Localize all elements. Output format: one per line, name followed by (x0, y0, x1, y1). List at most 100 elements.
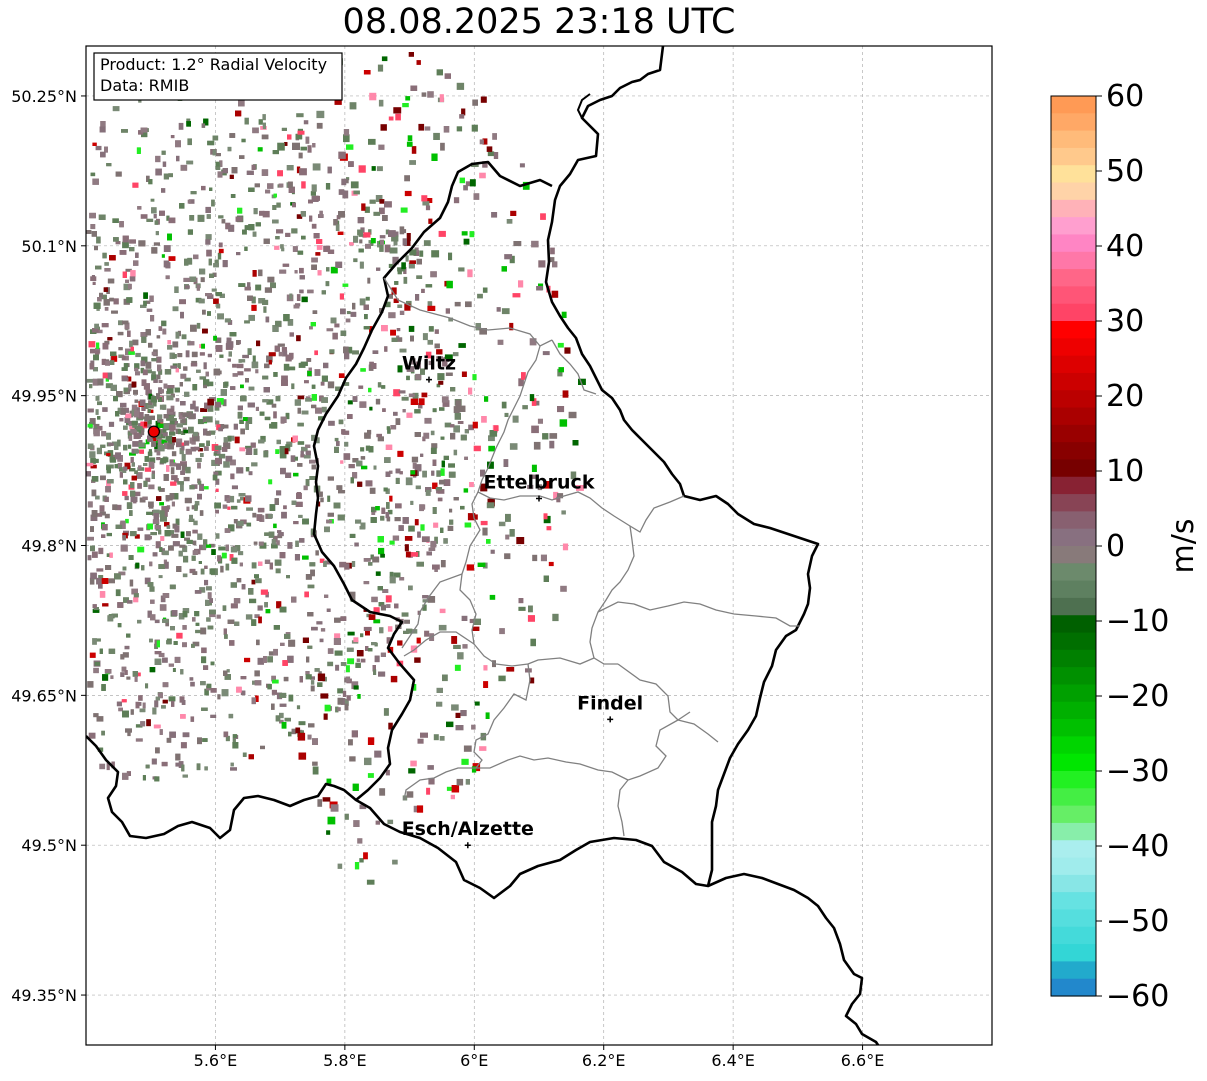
echo-pixel (106, 532, 112, 537)
country-border (707, 872, 880, 1045)
echo-pixel (264, 559, 271, 564)
echo-pixel (117, 407, 123, 414)
echo-pixel (188, 426, 194, 434)
echo-pixel (197, 462, 201, 469)
echo-pixel (168, 173, 173, 178)
echo-pixel (280, 642, 285, 646)
echo-pixel (159, 510, 165, 518)
echo-pixel (363, 304, 369, 310)
echo-pixel (148, 461, 155, 468)
echo-pixel (146, 405, 154, 409)
echo-pixel (342, 382, 350, 386)
y-tick-label: 50.25°N (11, 87, 77, 106)
echo-pixel (150, 315, 155, 322)
y-tick-label: 50.1°N (21, 237, 77, 256)
echo-pixel (402, 103, 409, 108)
echo-pixel (229, 133, 236, 138)
echo-pixel (305, 398, 312, 402)
echo-pixel (91, 476, 99, 482)
echo-pixel (214, 502, 221, 509)
x-tick-label: 5.8°E (323, 1051, 367, 1070)
echo-pixel (346, 177, 350, 181)
echo-pixel (319, 210, 323, 218)
echo-pixel (365, 445, 371, 451)
echo-pixel (373, 619, 381, 624)
echo-pixel (253, 208, 258, 215)
echo-pixel (239, 419, 244, 424)
echo-pixel (126, 771, 131, 776)
echo-pixel (303, 455, 311, 459)
echo-pixel (378, 144, 385, 150)
echo-pixel (107, 479, 114, 484)
echo-pixel (549, 257, 555, 263)
echo-pixel (271, 675, 276, 682)
echo-pixel (129, 276, 136, 282)
echo-pixel (343, 453, 351, 460)
echo-pixel (393, 239, 398, 246)
echo-pixel (159, 502, 164, 506)
echo-pixel (169, 584, 176, 590)
echo-pixel (149, 667, 156, 673)
echo-pixel (257, 657, 264, 665)
echo-pixel (142, 702, 146, 709)
echo-pixel (439, 736, 445, 741)
echo-pixel (483, 681, 489, 688)
echo-pixel (201, 707, 208, 711)
echo-pixel (188, 411, 192, 417)
echo-pixel (206, 586, 212, 591)
echo-pixel (121, 367, 128, 371)
echo-pixel (486, 539, 491, 544)
colorbar-swatch (1051, 234, 1096, 253)
colorbar-swatch (1051, 494, 1096, 512)
echo-pixel (471, 124, 478, 132)
colorbar-swatch (1051, 857, 1096, 876)
echo-pixel (427, 305, 436, 311)
echo-pixel (139, 708, 146, 713)
echo-pixel (453, 425, 460, 433)
echo-pixel (203, 446, 209, 451)
colorbar-swatch (1051, 667, 1096, 686)
echo-pixel (221, 447, 228, 452)
echo-pixel (493, 425, 499, 431)
echo-pixel (123, 466, 128, 471)
echo-pixel (531, 464, 537, 472)
echo-pixel (276, 229, 284, 234)
echo-pixel (175, 331, 180, 339)
echo-pixel (221, 552, 227, 559)
echo-pixel (449, 508, 453, 513)
echo-pixel (182, 412, 189, 417)
echo-pixel (111, 441, 118, 446)
echo-pixel (461, 758, 469, 765)
echo-pixel (224, 318, 231, 323)
echo-pixel (230, 762, 234, 767)
echo-pixel (421, 288, 425, 293)
echo-pixel (170, 462, 177, 467)
echo-pixel (373, 607, 380, 614)
echo-pixel (417, 610, 421, 615)
echo-pixel (87, 501, 93, 508)
echo-pixel (231, 557, 238, 564)
echo-pixel (129, 340, 133, 348)
echo-pixel (129, 452, 136, 456)
echo-pixel (342, 190, 349, 199)
echo-pixel (202, 328, 208, 334)
echo-pixel (201, 185, 206, 191)
echo-pixel (327, 476, 334, 481)
echo-pixel (236, 686, 242, 693)
echo-pixel (408, 585, 413, 591)
echo-pixel (178, 412, 186, 420)
echo-pixel (480, 520, 488, 526)
echo-pixel (463, 745, 472, 752)
echo-pixel (216, 447, 221, 455)
echo-pixel (227, 435, 232, 442)
echo-pixel (252, 355, 256, 363)
echo-pixel (338, 211, 345, 218)
echo-pixel (296, 113, 304, 118)
echo-pixel (385, 444, 393, 450)
echo-pixel (189, 568, 196, 574)
echo-pixel (94, 323, 99, 329)
echo-pixel (262, 122, 266, 130)
echo-pixel (108, 421, 115, 427)
echo-pixel (533, 441, 541, 450)
echo-pixel (301, 410, 309, 415)
